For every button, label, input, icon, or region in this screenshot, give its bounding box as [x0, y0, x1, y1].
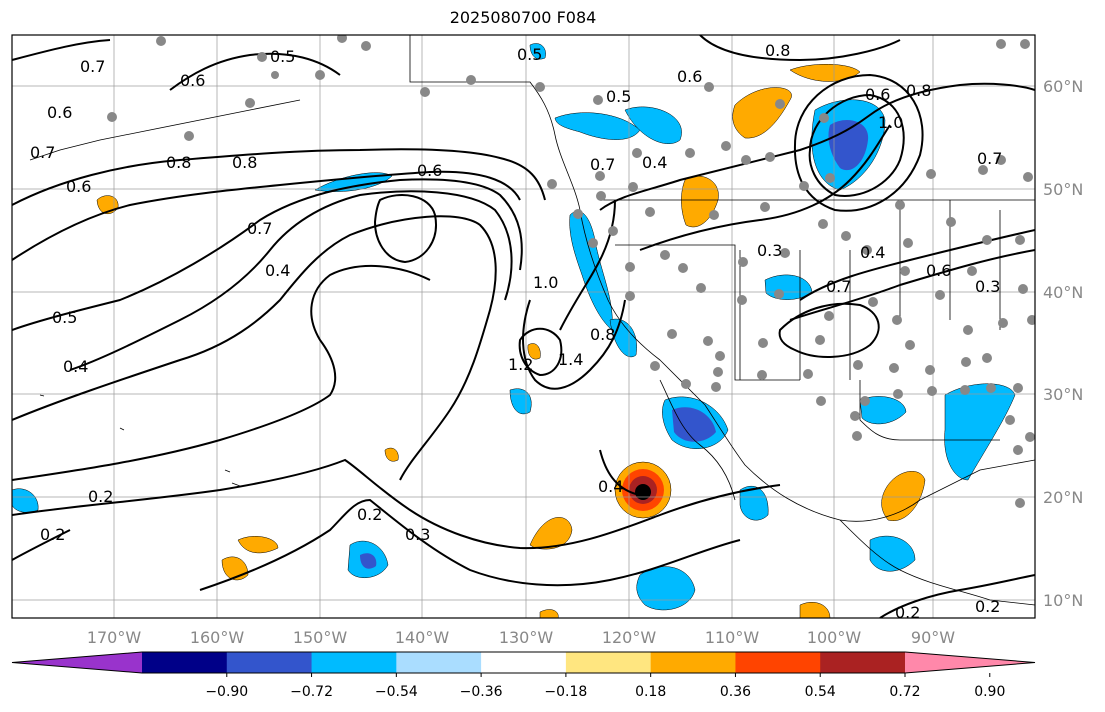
contour-label: 1.4 [558, 350, 583, 369]
contour-labels: 0.7 0.6 0.5 0.8 0.8 0.6 0.6 0.7 0.6 0.7 … [30, 41, 1002, 622]
colorbar-tick-label: 0.54 [805, 684, 836, 700]
lon-tick-label: 150°W [293, 628, 348, 647]
lon-tick-label: 140°W [395, 628, 450, 647]
contour-label: 0.2 [40, 525, 65, 544]
contour-label: 0.7 [590, 155, 615, 174]
contour-label: 0.5 [270, 47, 295, 66]
colorbar-segment [311, 652, 397, 673]
lat-tick-label: 60°N [1043, 77, 1083, 96]
lat-tick-label: 20°N [1043, 488, 1083, 507]
longitude-labels: 170°W 160°W 150°W 140°W 130°W 120°W 110°… [87, 628, 955, 647]
lon-tick-label: 130°W [499, 628, 554, 647]
colorbar-segment [565, 652, 652, 673]
contour-label: 0.3 [757, 241, 782, 260]
colorbar-extend-low [12, 652, 142, 673]
colorbar-segment [396, 652, 482, 673]
contour-label: 0.8 [166, 153, 191, 172]
colorbar-segment [226, 652, 313, 673]
lon-tick-label: 120°W [602, 628, 657, 647]
contour-label: 1.0 [878, 113, 903, 132]
contour-label: 0.7 [30, 143, 55, 162]
lon-tick-label: 90°W [911, 628, 955, 647]
colorbar-segment [820, 652, 906, 673]
contour-label: 0.2 [357, 505, 382, 524]
colorbar-tick-label: 0.18 [635, 684, 666, 700]
contour-label: 0.7 [977, 149, 1002, 168]
map-title: 2025080700 F084 [449, 8, 597, 27]
contour-label: 0.8 [765, 41, 790, 60]
colorbar-tick-label: 0.72 [889, 684, 920, 700]
contour-label: 1.0 [533, 273, 558, 292]
contour-label: 0.8 [232, 153, 257, 172]
contour-label: 1.2 [508, 355, 533, 374]
colorbar-extend-high [905, 652, 1035, 673]
contour-label: 0.6 [47, 103, 72, 122]
graticule [12, 35, 1035, 618]
contour-label: 0.4 [642, 153, 667, 172]
lon-tick-label: 110°W [705, 628, 760, 647]
lon-tick-label: 100°W [807, 628, 862, 647]
contour-label: 0.6 [417, 161, 442, 180]
contour-label: 0.8 [906, 81, 931, 100]
colorbar-tick-label: −0.36 [460, 684, 503, 700]
contour-label: 0.4 [265, 261, 290, 280]
contour-label: 0.2 [895, 603, 920, 622]
contour-label: 0.6 [180, 71, 205, 90]
contour-label: 0.4 [860, 243, 885, 262]
colorbar-segment [142, 652, 228, 673]
contour-label: 0.5 [52, 308, 77, 327]
colorbar-tick-label: −0.72 [290, 684, 333, 700]
contours [12, 35, 1035, 618]
contour-label: 0.6 [677, 67, 702, 86]
colorbar: −0.90 −0.72 −0.54 −0.36 −0.18 0.18 0.36 0.54 0.7… [11, 651, 1036, 700]
colorbar-tick-label: −0.54 [375, 684, 418, 700]
colorbar-segment [735, 652, 821, 673]
colorbar-tick-label: 0.36 [720, 684, 751, 700]
lon-tick-label: 170°W [87, 628, 142, 647]
contour-label: 0.3 [975, 277, 1000, 296]
colorbar-segment [650, 652, 736, 673]
lon-tick-label: 160°W [190, 628, 245, 647]
contour-label: 0.7 [80, 57, 105, 76]
colorbar-tick-label: −0.18 [544, 684, 587, 700]
colorbar-tick-label: −0.90 [205, 684, 248, 700]
map-frame [11, 34, 1036, 619]
contour-label: 0.7 [247, 219, 272, 238]
colorbar-segment [481, 652, 567, 673]
lat-tick-label: 50°N [1043, 180, 1083, 199]
lat-tick-label: 30°N [1043, 385, 1083, 404]
contour-label: 0.6 [66, 177, 91, 196]
latitude-labels: 60°N 50°N 40°N 30°N 20°N 10°N [1043, 77, 1083, 610]
lat-tick-label: 10°N [1043, 591, 1083, 610]
colorbar-tick-label: 0.90 [974, 684, 1005, 700]
station-markers [107, 35, 1035, 508]
contour-label: 0.7 [826, 277, 851, 296]
contour-label: 0.4 [598, 477, 623, 496]
contour-label: 0.5 [517, 45, 542, 64]
contour-label: 0.2 [975, 597, 1000, 616]
contour-label: 0.5 [606, 87, 631, 106]
contour-label: 0.6 [865, 85, 890, 104]
contour-label: 0.6 [926, 261, 951, 280]
lat-tick-label: 40°N [1043, 283, 1083, 302]
contour-label: 0.4 [63, 357, 88, 376]
contour-label: 0.2 [88, 487, 113, 506]
contour-label: 0.3 [405, 525, 430, 544]
contour-label: 0.8 [590, 325, 615, 344]
